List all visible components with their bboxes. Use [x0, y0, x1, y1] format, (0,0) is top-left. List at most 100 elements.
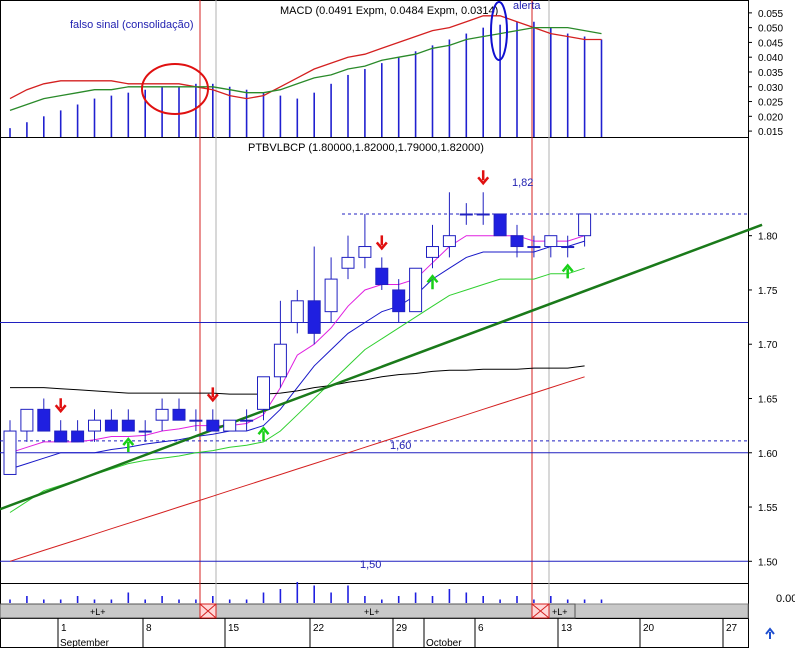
candle-body — [459, 213, 473, 216]
signal-label: +L+ — [364, 607, 380, 617]
signal-cross-icon — [531, 603, 550, 619]
chart-frame — [0, 0, 749, 648]
candle-body — [20, 408, 34, 432]
candle-body — [155, 408, 169, 421]
candle-body — [54, 430, 68, 443]
candle-body — [493, 213, 507, 237]
trendline — [0, 223, 763, 511]
indicator-y-tick-label: 0.025 — [758, 98, 783, 109]
annotation-alert: alerta — [513, 0, 541, 12]
candle-body — [561, 246, 575, 249]
x-tick-label: 29 — [396, 623, 408, 634]
x-tick-label: 1 — [61, 623, 67, 634]
candle-body — [375, 267, 389, 286]
annotation-false-signal: falso sinal (consolidação) — [70, 19, 194, 31]
candle-body — [189, 419, 203, 422]
x-tick-label: 8 — [146, 623, 152, 634]
candle-body — [442, 235, 456, 248]
macd-line — [9, 26, 602, 112]
candle-body — [206, 419, 220, 432]
scroll-up-arrow-icon[interactable] — [765, 627, 775, 639]
price-y-tick-label: 1.65 — [758, 394, 778, 405]
month-label: October — [426, 638, 462, 648]
sell-arrow-icon — [54, 398, 67, 414]
indicator-y-tick-label: 0.020 — [758, 112, 783, 123]
buy-arrow-icon — [122, 437, 135, 453]
candle-body — [104, 419, 118, 432]
candle-body — [578, 213, 592, 237]
candle-body — [392, 289, 406, 313]
x-tick-label: 27 — [726, 623, 738, 634]
indicator-y-tick-label: 0.015 — [758, 127, 783, 138]
level-label-182: 1,82 — [512, 177, 533, 189]
price-title: PTBVLBCP (1.80000,1.82000,1.79000,1.8200… — [248, 142, 484, 154]
indicator-panel: MACD (0.0491 Expm, 0.0484 Expm, 0.0314) … — [70, 0, 541, 31]
candle-body — [307, 300, 321, 334]
price-y-tick-label: 1.80 — [758, 232, 778, 243]
candle-body — [257, 376, 270, 410]
volume-marks — [9, 582, 603, 603]
buy-arrow-icon — [257, 426, 270, 442]
indicator-y-tick-label: 0.040 — [758, 53, 783, 64]
plot-border — [0, 0, 749, 648]
sell-arrow-icon — [375, 235, 388, 251]
candle-body — [3, 430, 17, 475]
signal-bar-marks: +L+ +L+ +L+ — [0, 603, 576, 619]
candle-body — [37, 408, 51, 432]
candle-body — [240, 419, 254, 422]
indicator-y-tick-label: 0.055 — [758, 9, 783, 20]
alert-ellipse — [490, 1, 508, 61]
level-label-160: 1,60 — [390, 440, 411, 452]
indicator-y-tick-label: 0.045 — [758, 38, 783, 49]
price-y-tick-label: 1.70 — [758, 340, 778, 351]
candle-body — [324, 278, 338, 313]
x-tick-label: 20 — [643, 623, 655, 634]
candle-body — [510, 235, 524, 248]
sell-arrow-icon — [206, 387, 219, 403]
price-y-tick-label: 1.75 — [758, 286, 778, 297]
candle-body — [223, 419, 237, 432]
volume-zero-label: 0.00 — [776, 593, 795, 605]
sell-arrow-icon — [477, 170, 490, 186]
candle-body — [273, 343, 287, 378]
price-y-tick-label: 1.50 — [758, 557, 778, 568]
candle-body — [138, 430, 152, 433]
candle-body — [290, 300, 304, 324]
candle-body — [172, 408, 186, 421]
candle-body — [358, 246, 372, 258]
buy-arrow-icon — [426, 274, 439, 290]
signal-cross-icon — [199, 603, 217, 619]
buy-arrow-icon — [561, 263, 574, 279]
price-y-tick-label: 1.55 — [758, 503, 778, 514]
macd-line — [9, 15, 602, 100]
moving-average-line — [9, 235, 585, 454]
candle-body — [71, 430, 85, 443]
signal-label: +L+ — [552, 607, 568, 617]
x-tick-label: 6 — [478, 623, 484, 634]
moving-average-line — [10, 365, 585, 395]
indicator-y-tick-label: 0.050 — [758, 24, 783, 35]
month-label: September — [60, 638, 110, 648]
candle-body — [527, 246, 541, 249]
candle-body — [544, 235, 558, 248]
signal-label: +L+ — [90, 607, 106, 617]
x-tick-label: 15 — [228, 623, 240, 634]
candle-body — [88, 419, 101, 432]
candle-body — [426, 246, 439, 258]
candle-body — [476, 213, 490, 216]
x-tick-label: 13 — [561, 623, 573, 634]
price-panel: PTBVLBCP (1.80000,1.82000,1.79000,1.8200… — [248, 142, 533, 571]
indicator-marks: 0.015 0.020 0.025 0.030 0.035 0.040 0.045 0.050… — [9, 1, 783, 138]
indicator-y-tick-label: 0.030 — [758, 83, 783, 94]
moving-average-line — [9, 240, 585, 470]
false-signal-circle — [141, 63, 209, 115]
price-y-tick-label: 1.60 — [758, 449, 778, 460]
x-axis: 1 8 15 22 29 6 13 20 27 September October — [57, 618, 738, 648]
x-tick-label: 22 — [313, 623, 325, 634]
candle-body — [341, 256, 355, 269]
moving-average-line — [9, 376, 585, 562]
level-label-150: 1,50 — [360, 559, 381, 571]
candle-body — [409, 267, 423, 313]
price-marks: 1.50 1.55 1.60 1.65 1.70 1.75 1.80 — [0, 170, 778, 568]
